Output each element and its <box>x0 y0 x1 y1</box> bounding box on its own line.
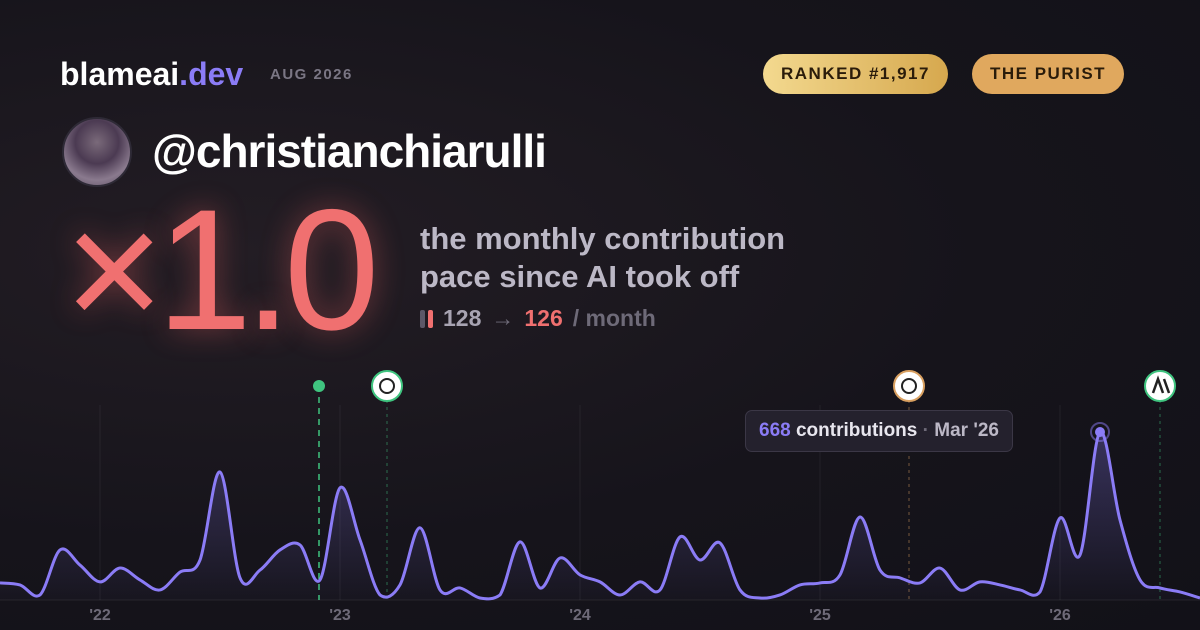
x-tick-label: '25 <box>809 607 831 624</box>
tooltip: 668 contributions · Mar '26 <box>745 410 1013 452</box>
brand-name: blameai <box>60 56 180 92</box>
event-dot <box>313 380 325 392</box>
rank-badge: RANKED #1,917 <box>763 54 948 94</box>
description: the monthly contribution pace since AI t… <box>420 220 785 296</box>
description-line: pace since AI took off <box>420 259 740 294</box>
event-icon <box>371 370 403 402</box>
event-icon <box>893 370 925 402</box>
x-tick-label: '22 <box>89 607 111 624</box>
event-icon-glyph <box>379 378 395 394</box>
pace-arrow: → <box>491 305 515 331</box>
pace: 128 → 126 / month <box>420 305 656 332</box>
tooltip-separator: · <box>922 420 929 441</box>
type-badge: THE PURIST <box>972 54 1125 94</box>
x-tick-label: '24 <box>569 607 591 624</box>
pace-after: 126 <box>524 305 563 331</box>
pace-icon <box>420 309 433 328</box>
line <box>0 430 1200 601</box>
x-tick-label: '23 <box>329 607 351 624</box>
highlight-ring <box>1090 422 1110 442</box>
description-line: the monthly contribution <box>420 221 786 256</box>
tooltip-date: Mar '26 <box>934 420 999 441</box>
handle: @christianchiarulli <box>152 125 547 177</box>
event-icon-glyph <box>1151 375 1171 394</box>
tooltip-value: 668 <box>759 420 791 441</box>
avatar <box>62 117 132 187</box>
highlight-point <box>1095 427 1105 437</box>
pace-unit: / month <box>572 305 656 331</box>
brand: blameai.dev <box>60 56 243 93</box>
x-tick-label: '26 <box>1049 607 1071 624</box>
area <box>0 431 1200 600</box>
period: AUG 2026 <box>270 66 353 83</box>
tooltip-unit: contributions <box>795 420 918 441</box>
pace-before: 128 <box>443 305 482 331</box>
event-icon-glyph <box>901 378 917 394</box>
multiplier: ×1.0 <box>64 174 380 366</box>
brand-suffix: .dev <box>179 56 244 92</box>
